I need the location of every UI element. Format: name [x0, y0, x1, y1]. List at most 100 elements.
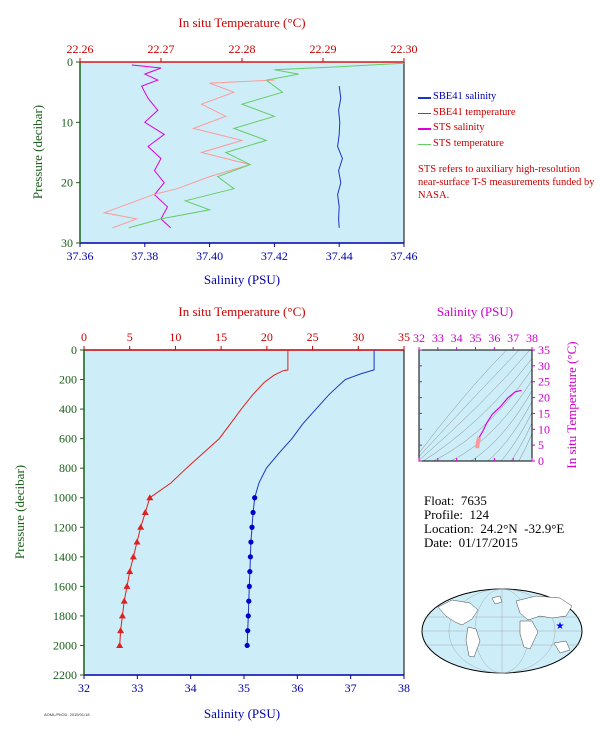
salinity-marker	[244, 642, 250, 649]
top-panel: In situ Temperature (°C) Salinity (PSU) …	[30, 15, 418, 287]
bottom-plot-area	[83, 349, 405, 676]
sal-tick-label: 37.46	[391, 249, 418, 263]
sts-temp-pink-line	[102, 79, 275, 229]
location: Location: 24.2°N -32.9°E	[424, 521, 565, 536]
top-plot-area	[79, 61, 405, 244]
pressure-tick-label: 1600	[53, 579, 77, 593]
salinity-marker	[249, 524, 255, 530]
top-sal-axis-label: Salinity (PSU)	[204, 272, 280, 287]
bottom-sal-axis-label: Salinity (PSU)	[204, 706, 280, 721]
top-temp-axis-label: In situ Temperature (°C)	[178, 15, 305, 30]
salinity-marker	[247, 568, 253, 575]
temp-tick-label: 30	[352, 330, 364, 344]
legend-item-sbe-salinity: SBE41 salinity	[418, 91, 516, 107]
temperature-marker	[126, 568, 134, 575]
ts-temp-tick-label: 0	[538, 454, 544, 468]
ts-temp-tick-label: 5	[538, 438, 544, 452]
sal-tick-label: 37	[345, 681, 357, 695]
sal-tick-label: 36	[291, 681, 303, 695]
sbe-salinity-line	[246, 350, 375, 646]
bottom-pressure-axis-label: Pressure (decibar)	[12, 465, 27, 559]
temperature-marker	[120, 597, 128, 604]
temperature-marker	[141, 509, 149, 515]
ts-sal-tick-label: 38	[526, 331, 538, 345]
legend-item-sbe-temperature: SBE41 temperature	[418, 107, 516, 123]
temp-tick-label: 35	[398, 330, 410, 344]
sal-tick-label: 33	[131, 681, 143, 695]
temp-tick-label: 22.28	[229, 42, 256, 56]
legend: SBE41 salinity SBE41 temperature STS sal…	[418, 91, 516, 153]
bottom-temp-axis-label: In situ Temperature (°C)	[178, 304, 305, 319]
salinity-marker	[246, 583, 252, 589]
salinity-marker	[248, 539, 254, 545]
pressure-tick-label: 800	[59, 461, 77, 475]
top-pressure-axis-label: Pressure (decibar)	[30, 105, 45, 199]
temperature-marker	[129, 553, 137, 560]
pressure-tick-label: 1800	[53, 609, 77, 623]
sal-tick-label: 37.42	[261, 249, 288, 263]
temp-tick-label: 22.30	[391, 42, 418, 56]
sal-tick-label: 38	[398, 681, 410, 695]
credit-text: AOML/PhOD, 2015/01/18	[44, 712, 90, 717]
ts-temp-axis-label: In situ Temperature (°C)	[564, 341, 579, 468]
ts-sts-salinity-line	[478, 389, 522, 438]
ts-sal-axis-label: Salinity (PSU)	[437, 304, 513, 319]
world-map: ★	[421, 588, 583, 674]
legend-item-sts-salinity: STS salinity	[418, 122, 516, 138]
sal-tick-label: 32	[78, 681, 90, 695]
ts-temp-tick-label: 10	[538, 422, 550, 436]
ts-sal-tick-label: 32	[413, 331, 425, 345]
ts-sal-tick-label: 33	[432, 331, 444, 345]
sal-tick-label: 34	[185, 681, 197, 695]
ts-sal-tick-label: 35	[470, 331, 482, 345]
ts-temp-tick-label: 20	[538, 391, 550, 405]
ts-sts-temp-pink-line	[475, 436, 482, 449]
temperature-marker	[116, 641, 124, 648]
sbe-temperature-line	[119, 350, 289, 646]
ts-temp-tick-label: 25	[538, 375, 550, 389]
ts-sal-tick-label: 36	[488, 331, 500, 345]
sal-tick-label: 37.40	[196, 249, 223, 263]
pressure-tick-label: 400	[59, 402, 77, 416]
temperature-marker	[123, 582, 131, 589]
temp-tick-label: 25	[307, 330, 319, 344]
pressure-tick-label: 2200	[53, 668, 77, 682]
ts-temp-tick-label: 35	[538, 343, 550, 357]
sbe-salinity-line	[337, 86, 343, 228]
sts-temperature-line	[128, 62, 405, 229]
temp-tick-label: 0	[81, 330, 87, 344]
ts-inset: Salinity (PSU) In situ Temperature (°C) …	[413, 304, 579, 469]
profile-number: Profile: 124	[424, 507, 489, 522]
legend-item-sts-temperature: STS temperature	[418, 138, 516, 154]
pressure-tick-label: 0	[71, 343, 77, 357]
pressure-tick-label: 1000	[53, 491, 77, 505]
pressure-tick-label: 1200	[53, 520, 77, 534]
pressure-tick-label: 30	[61, 236, 73, 250]
pressure-tick-label: 1400	[53, 550, 77, 564]
temperature-marker	[133, 538, 141, 545]
pressure-tick-label: 600	[59, 432, 77, 446]
float-location-marker-icon: ★	[556, 621, 565, 632]
temp-tick-label: 15	[215, 330, 227, 344]
temperature-marker	[118, 612, 126, 619]
ts-temp-tick-label: 15	[538, 406, 550, 420]
temp-tick-label: 5	[127, 330, 133, 344]
temp-tick-label: 22.26	[67, 42, 94, 56]
sal-tick-label: 37.44	[326, 249, 353, 263]
salinity-marker	[246, 598, 252, 604]
pressure-tick-label: 200	[59, 373, 77, 387]
temp-tick-label: 22.29	[310, 42, 337, 56]
temp-tick-label: 10	[169, 330, 181, 344]
temp-tick-label: 20	[261, 330, 273, 344]
salinity-marker	[252, 495, 258, 501]
temp-tick-label: 22.27	[148, 42, 175, 56]
salinity-marker	[245, 613, 251, 619]
sts-note: STS refers to auxiliary high-resolution …	[418, 164, 595, 201]
temperature-marker	[137, 523, 145, 530]
pressure-tick-label: 0	[67, 55, 73, 69]
density-contours	[419, 350, 532, 461]
sts-salinity-line	[131, 64, 172, 229]
salinity-marker	[245, 628, 251, 634]
salinity-marker	[247, 554, 253, 560]
